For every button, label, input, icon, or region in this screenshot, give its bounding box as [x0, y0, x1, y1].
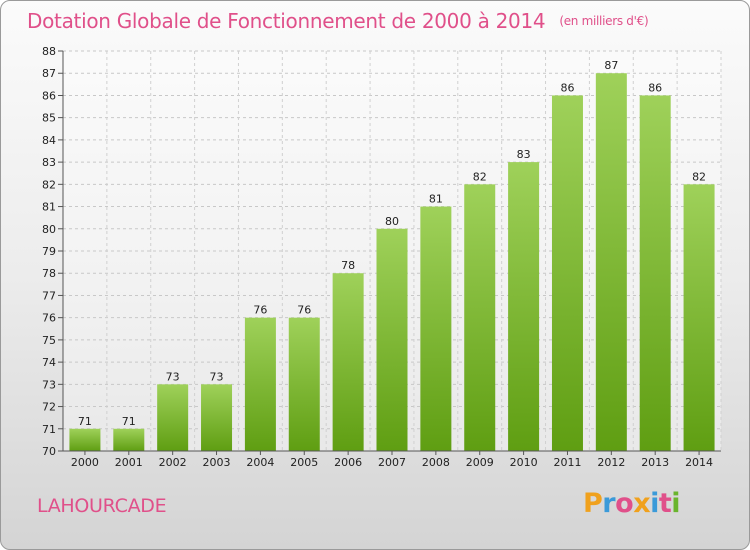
x-tick-label: 2004	[246, 456, 274, 469]
bar-value-label: 83	[517, 148, 531, 161]
chart-title: Dotation Globale de Fonctionnement de 20…	[27, 9, 649, 33]
x-tick-label: 2011	[553, 456, 581, 469]
x-tick-label: 2009	[466, 456, 494, 469]
logo-letter: r	[602, 488, 616, 519]
bar-value-label: 82	[692, 170, 706, 183]
bar-value-label: 81	[429, 193, 443, 206]
proxiti-logo: Proxiti	[583, 488, 681, 519]
logo-letter: P	[583, 488, 603, 519]
bar-value-label: 87	[604, 59, 618, 72]
x-tick-label: 2000	[71, 456, 99, 469]
y-tick-label: 78	[42, 267, 56, 280]
y-tick-label: 84	[42, 134, 56, 147]
bar-value-label: 82	[473, 170, 487, 183]
x-tick-label: 2001	[115, 456, 143, 469]
y-tick-label: 81	[42, 201, 56, 214]
bar-value-label: 73	[166, 370, 180, 383]
y-tick-label: 83	[42, 156, 56, 169]
x-tick-label: 2003	[203, 456, 231, 469]
bar-value-label: 86	[560, 81, 574, 94]
x-tick-label: 2010	[510, 456, 538, 469]
bar	[244, 317, 276, 451]
y-tick-label: 70	[42, 445, 56, 458]
bar	[332, 273, 364, 451]
bar	[376, 228, 408, 451]
bar-value-label: 76	[297, 304, 311, 317]
y-tick-label: 86	[42, 89, 56, 102]
y-tick-label: 75	[42, 334, 56, 347]
y-tick-label: 73	[42, 378, 56, 391]
y-tick-label: 74	[42, 356, 56, 369]
x-tick-label: 2008	[422, 456, 450, 469]
x-tick-label: 2006	[334, 456, 362, 469]
logo-letter: i	[650, 488, 659, 519]
bar	[113, 428, 145, 451]
logo-letter: x	[633, 488, 651, 519]
y-tick-label: 85	[42, 112, 56, 125]
bar	[595, 73, 627, 451]
y-tick-label: 87	[42, 67, 56, 80]
logo-letter: i	[671, 488, 681, 519]
y-tick-label: 76	[42, 312, 56, 325]
x-tick-label: 2007	[378, 456, 406, 469]
y-tick-label: 82	[42, 178, 56, 191]
x-tick-label: 2002	[159, 456, 187, 469]
bar	[201, 384, 233, 451]
x-tick-label: 2014	[685, 456, 713, 469]
bar-value-label: 78	[341, 259, 355, 272]
logo-letter: o	[615, 488, 634, 519]
y-tick-label: 77	[42, 289, 56, 302]
bar	[551, 95, 583, 451]
bar-value-label: 86	[648, 81, 662, 94]
bar	[69, 428, 101, 451]
bar	[420, 206, 452, 451]
x-tick-label: 2012	[597, 456, 625, 469]
logo-letter: t	[658, 488, 672, 519]
bar	[157, 384, 189, 451]
y-tick-label: 79	[42, 245, 56, 258]
bar-value-label: 76	[253, 304, 267, 317]
y-tick-label: 71	[42, 423, 56, 436]
commune-name: LAHOURCADE	[37, 495, 167, 517]
y-tick-label: 88	[42, 45, 56, 58]
bar-value-label: 71	[122, 415, 136, 428]
chart-title-text: Dotation Globale de Fonctionnement de 20…	[27, 9, 546, 33]
bar-value-label: 73	[210, 370, 224, 383]
chart-unit: (en milliers d'€)	[559, 14, 649, 28]
bar	[464, 184, 496, 452]
bar	[639, 95, 671, 451]
bar-value-label: 80	[385, 215, 399, 228]
y-tick-label: 72	[42, 401, 56, 414]
bar	[508, 162, 540, 451]
y-tick-label: 80	[42, 223, 56, 236]
bar	[683, 184, 715, 452]
bar-value-label: 71	[78, 415, 92, 428]
x-tick-label: 2005	[290, 456, 318, 469]
bar	[288, 317, 320, 451]
x-tick-label: 2013	[641, 456, 669, 469]
